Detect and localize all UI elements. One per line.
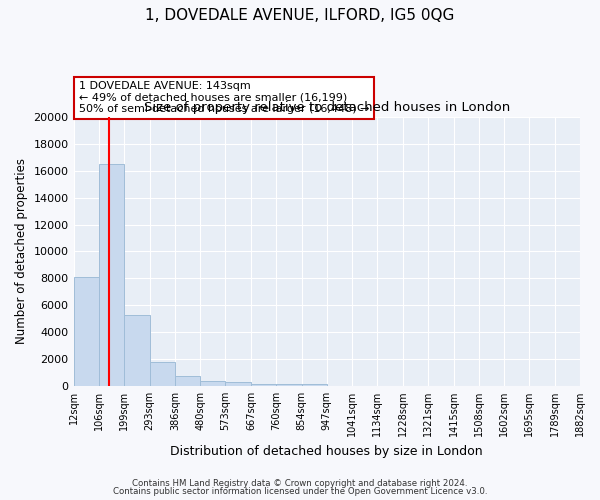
Bar bbox=[99, 164, 124, 386]
Bar bbox=[124, 314, 149, 386]
Bar bbox=[149, 362, 175, 386]
X-axis label: Distribution of detached houses by size in London: Distribution of detached houses by size … bbox=[170, 444, 483, 458]
Bar bbox=[302, 384, 327, 386]
Y-axis label: Number of detached properties: Number of detached properties bbox=[15, 158, 28, 344]
Bar bbox=[200, 381, 226, 386]
Title: Size of property relative to detached houses in London: Size of property relative to detached ho… bbox=[143, 102, 510, 114]
Bar bbox=[276, 384, 302, 386]
Bar bbox=[251, 384, 276, 386]
Text: Contains HM Land Registry data © Crown copyright and database right 2024.: Contains HM Land Registry data © Crown c… bbox=[132, 478, 468, 488]
Text: Contains public sector information licensed under the Open Government Licence v3: Contains public sector information licen… bbox=[113, 487, 487, 496]
Bar bbox=[74, 277, 99, 386]
Bar bbox=[226, 382, 251, 386]
Text: 1, DOVEDALE AVENUE, ILFORD, IG5 0QG: 1, DOVEDALE AVENUE, ILFORD, IG5 0QG bbox=[145, 8, 455, 22]
Text: 1 DOVEDALE AVENUE: 143sqm
← 49% of detached houses are smaller (16,199)
50% of s: 1 DOVEDALE AVENUE: 143sqm ← 49% of detac… bbox=[79, 81, 369, 114]
Bar bbox=[175, 376, 200, 386]
